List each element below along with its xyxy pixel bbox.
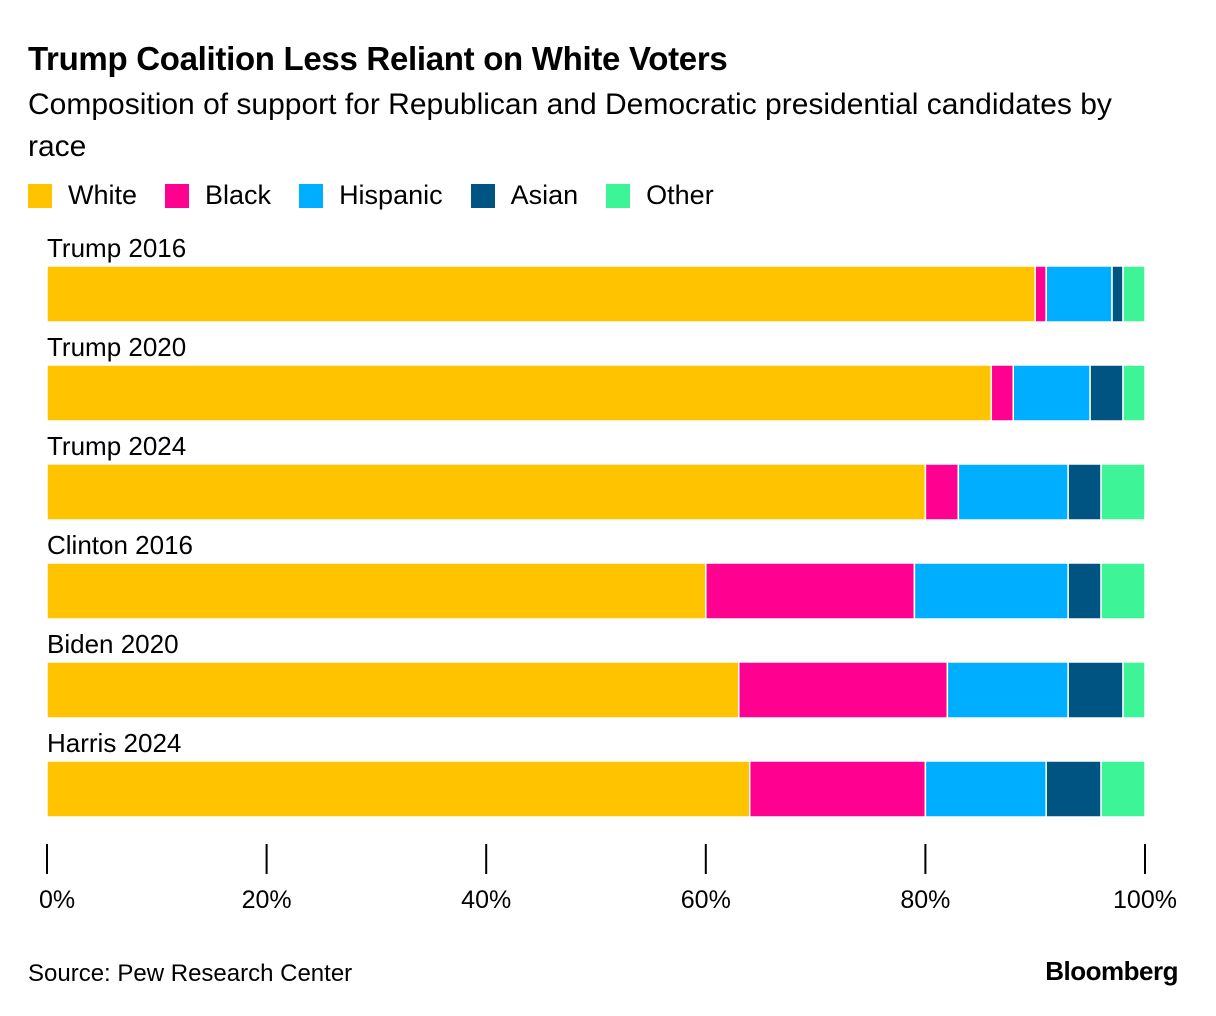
legend-item-white: White <box>28 180 137 211</box>
source-note: Source: Pew Research Center <box>28 960 353 987</box>
bar-biden-2020-other <box>1122 661 1146 719</box>
bar-trump-2016-asian <box>1111 265 1124 323</box>
bar-clinton-2016-other <box>1100 562 1146 620</box>
bar-harris-2024-white <box>46 760 751 818</box>
legend-swatch-white <box>28 183 52 208</box>
bar-trump-2024-asian <box>1067 463 1102 521</box>
bar-trump-2016-white <box>46 265 1036 323</box>
bar-harris-2024-black <box>748 760 927 818</box>
bar-trump-2020-black <box>990 364 1014 422</box>
legend-swatch-hispanic <box>299 183 324 208</box>
bar-biden-2020-hispanic <box>946 661 1069 719</box>
bar-harris-2024-other <box>1100 760 1146 818</box>
legend-label-other: Other <box>646 180 714 210</box>
bar-trump-2020-hispanic <box>1012 364 1091 422</box>
bar-trump-2016-hispanic <box>1045 265 1113 323</box>
stacked-bar-chart: Trump 2016 Trump 2020 Trump 2024 Clinton 20… <box>39 233 1177 914</box>
bar-trump-2016-other <box>1122 265 1146 323</box>
x-tick-label-1: 20% <box>242 886 292 914</box>
x-tick-label-0: 0% <box>39 886 75 914</box>
bar-trump-2024-hispanic <box>957 463 1069 521</box>
category-label-biden-2020: Biden 2020 <box>47 629 179 659</box>
bar-trump-2024-white <box>46 463 927 521</box>
legend-swatch-other <box>606 183 631 208</box>
legend-swatch-black <box>165 183 190 208</box>
category-label-trump-2024: Trump 2024 <box>47 431 186 461</box>
bar-biden-2020-black <box>737 661 949 719</box>
category-label-trump-2020: Trump 2020 <box>47 332 186 362</box>
bar-harris-2024-asian <box>1045 760 1102 818</box>
bar-biden-2020-white <box>46 661 740 719</box>
category-label-harris-2024: Harris 2024 <box>47 728 181 758</box>
legend-label-asian: Asian <box>510 180 579 210</box>
legend-item-other: Other <box>606 180 714 211</box>
bar-trump-2020-asian <box>1089 364 1124 422</box>
x-tick-label-2: 40% <box>461 886 511 914</box>
bar-trump-2016-black <box>1034 265 1047 323</box>
chart-subtitle: Composition of support for Republican an… <box>28 88 1112 163</box>
bar-harris-2024-hispanic <box>924 760 1047 818</box>
category-label-clinton-2016: Clinton 2016 <box>47 530 193 560</box>
bar-trump-2024-black <box>924 463 960 521</box>
x-tick-label-5: 100% <box>1113 886 1177 914</box>
x-tick-label-4: 80% <box>900 886 950 914</box>
legend: White Black Hispanic Asian Other <box>28 180 742 211</box>
category-label-trump-2016: Trump 2016 <box>47 233 186 263</box>
legend-label-white: White <box>68 180 138 210</box>
x-tick-label-3: 60% <box>681 886 731 914</box>
chart-title: Trump Coalition Less Reliant on White Vo… <box>28 40 728 77</box>
bar-trump-2024-other <box>1100 463 1146 521</box>
legend-item-asian: Asian <box>470 180 579 211</box>
legend-swatch-asian <box>470 183 495 208</box>
bar-clinton-2016-white <box>46 562 707 620</box>
legend-label-hispanic: Hispanic <box>339 180 443 210</box>
bar-clinton-2016-asian <box>1067 562 1102 620</box>
bar-biden-2020-asian <box>1067 661 1124 719</box>
bar-clinton-2016-black <box>705 562 916 620</box>
legend-item-hispanic: Hispanic <box>299 180 443 211</box>
legend-item-black: Black <box>165 180 271 211</box>
bloomberg-logo: Bloomberg <box>1045 956 1178 986</box>
bar-trump-2020-white <box>46 364 993 422</box>
bar-trump-2020-other <box>1122 364 1146 422</box>
bar-clinton-2016-hispanic <box>913 562 1069 620</box>
legend-label-black: Black <box>205 180 272 210</box>
